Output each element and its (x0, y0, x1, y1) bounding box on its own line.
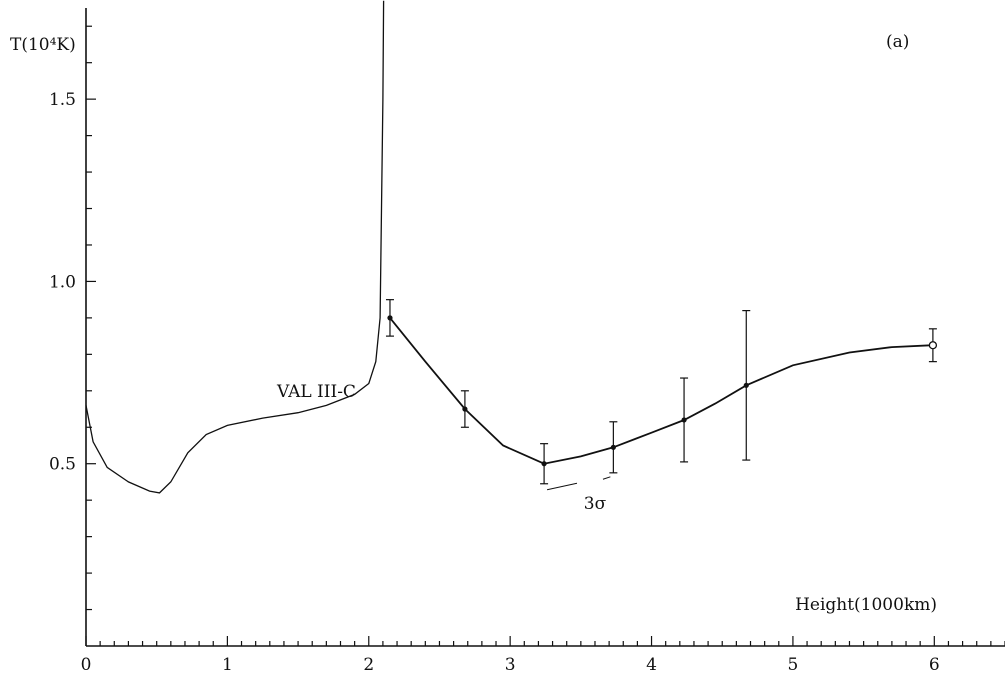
annotation-arrow (546, 482, 578, 491)
data-point (743, 382, 749, 388)
series-group (85, 0, 938, 494)
series-line-val-iii-c (85, 0, 385, 494)
annotation-3sigma: 3σ (584, 494, 607, 514)
data-point (610, 444, 616, 450)
x-tick-label: 3 (505, 655, 516, 675)
x-tick-label: 6 (929, 655, 940, 675)
axes (85, 8, 1005, 647)
x-tick-label: 2 (363, 655, 374, 675)
x-axis-label: Height(1000km) (795, 595, 937, 615)
y-tick-label: 0.5 (49, 455, 76, 475)
data-point (462, 406, 468, 412)
annotation-val-label: VAL III-C (276, 382, 356, 402)
x-tick-label: 5 (788, 655, 799, 675)
x-tick-label: 4 (646, 655, 657, 675)
labels: T(10⁴K) Height(1000km) (a) VAL III-C 3σ (10, 32, 937, 615)
x-tick-label: 1 (222, 655, 233, 675)
ticks: 0 1 2 3 4 5 6 0.5 1.0 1.5 (49, 25, 1005, 675)
y-axis-label: T(10⁴K) (10, 35, 76, 55)
annotation-arrow (602, 476, 611, 480)
data-point-open (928, 341, 938, 350)
y-tick-label: 1.0 (49, 272, 76, 292)
y-tick-label: 1.5 (49, 90, 76, 110)
panel-label: (a) (886, 32, 909, 52)
x-tick-label: 0 (81, 655, 92, 675)
data-point (541, 461, 547, 467)
data-point (681, 417, 687, 423)
data-point (387, 315, 393, 321)
series-line-observed (389, 317, 933, 465)
